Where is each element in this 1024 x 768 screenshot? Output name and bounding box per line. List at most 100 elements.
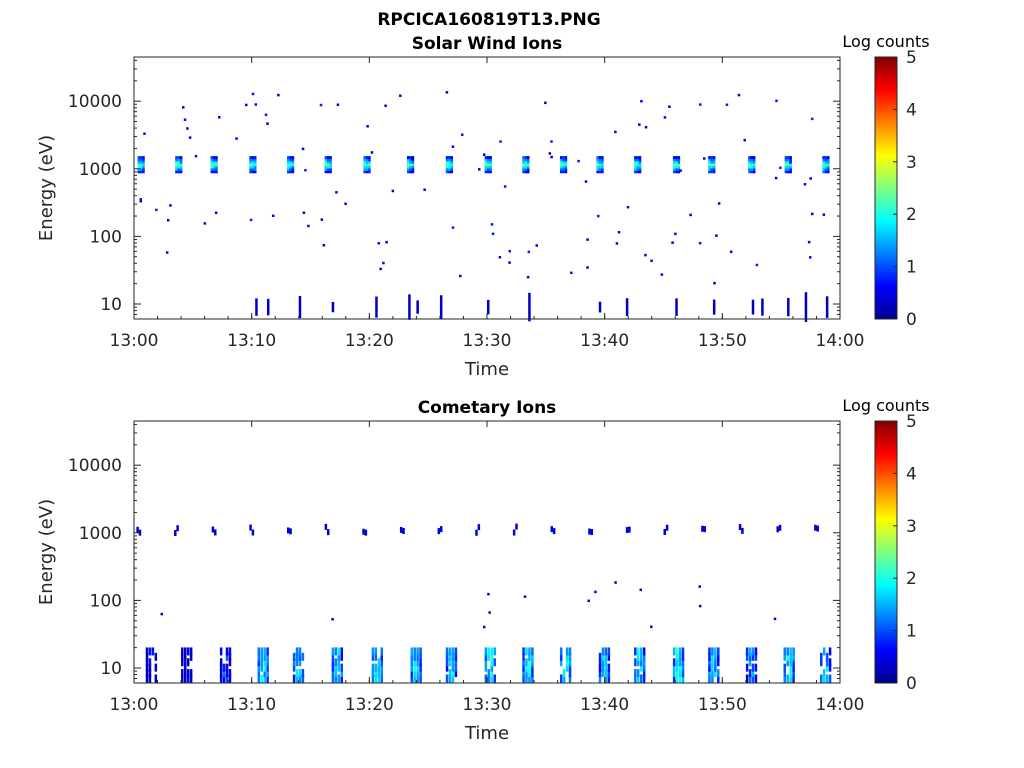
block-cell: [257, 647, 261, 656]
beam-cell: [527, 167, 530, 171]
beam-cell: [179, 158, 183, 162]
beam-cell: [324, 156, 328, 160]
beam-cell: [489, 170, 492, 174]
block-cell: [786, 652, 789, 661]
block-cell: [604, 669, 608, 678]
block-cell: [562, 669, 566, 678]
beam-cell: [406, 170, 410, 174]
beam-cell: [484, 165, 488, 169]
block-cell: [748, 669, 752, 678]
beam-cell: [564, 160, 568, 164]
beam-cell: [598, 156, 602, 160]
beam-cell: [672, 170, 676, 174]
band-cell: [665, 524, 669, 531]
beam-cell: [448, 160, 451, 164]
beam-cell: [677, 165, 681, 169]
beam-cell: [634, 170, 637, 174]
data-cells: [136, 523, 832, 683]
beam-cell: [638, 156, 642, 160]
block-cell: [604, 658, 608, 667]
beam-cell: [748, 156, 751, 160]
block-cell: [711, 652, 714, 661]
block-cell: [380, 652, 384, 661]
beam-cell: [406, 160, 410, 164]
block-cell: [416, 658, 419, 667]
block-cell: [819, 652, 823, 661]
beam-cell: [484, 170, 488, 174]
beam-cell: [326, 167, 330, 171]
beam-cell: [291, 156, 295, 160]
block-cell: [642, 647, 646, 656]
beam-cell: [596, 158, 599, 162]
block-cell: [295, 658, 299, 667]
beam-cell: [448, 170, 451, 174]
noise-cell: [614, 581, 617, 584]
beam-cell: [291, 167, 295, 171]
block-cell: [377, 658, 381, 667]
beam-cell: [827, 165, 830, 169]
beam-cell: [712, 158, 716, 162]
block-cell: [380, 647, 384, 656]
block-cell: [568, 669, 572, 678]
beam-cell: [712, 165, 716, 169]
block-cell: [822, 647, 826, 656]
beam-cell: [559, 165, 563, 169]
block-cell: [681, 647, 685, 656]
beam-cell: [411, 167, 415, 171]
noise-cell: [488, 611, 491, 614]
beam-cell: [210, 158, 213, 162]
beam-cell: [142, 158, 145, 162]
beam-cell: [675, 167, 678, 171]
noise-cell: [626, 205, 630, 209]
block-cell: [222, 674, 226, 683]
beam-cell: [822, 165, 825, 169]
block-cell: [186, 669, 190, 678]
noise-cell: [639, 588, 642, 592]
beam-cell: [596, 165, 599, 169]
block-cell: [714, 669, 717, 678]
block-cell: [145, 658, 149, 667]
block-cell: [228, 674, 232, 683]
block-cell: [559, 652, 563, 661]
band-cell: [628, 526, 631, 533]
colorbar-tick-label: 0: [906, 310, 917, 330]
beam-cell: [564, 156, 568, 160]
band-cell: [176, 525, 179, 532]
block-cell: [263, 674, 266, 683]
band-cell: [214, 529, 217, 536]
beam-cell: [289, 156, 292, 160]
block-cell: [639, 658, 643, 667]
band-cell: [512, 529, 516, 536]
block-cell: [493, 674, 496, 683]
beam-cell: [289, 163, 292, 167]
beam-cell: [175, 165, 178, 169]
block-cell: [219, 669, 223, 678]
block-cell: [374, 652, 378, 661]
block-cell: [295, 674, 299, 683]
block-cell: [228, 652, 232, 661]
beam-cell: [368, 167, 371, 171]
block-cell: [559, 674, 563, 683]
block-cell: [675, 658, 679, 667]
block-cell: [257, 652, 261, 661]
block-cell: [708, 674, 711, 683]
block-cell: [266, 652, 269, 661]
block-cell: [678, 663, 682, 672]
beam-cell: [179, 167, 183, 171]
beam-cell: [601, 156, 604, 160]
band-cell: [778, 524, 782, 531]
block-cell: [260, 647, 263, 656]
beam-cell: [365, 156, 369, 160]
block-cell: [148, 663, 152, 672]
block-cell: [637, 647, 640, 656]
beam-cell: [289, 167, 292, 171]
beam-cell: [215, 170, 218, 174]
noise-cell: [789, 161, 792, 164]
beam-cell: [672, 160, 676, 164]
beam-cell: [524, 158, 528, 162]
band-cell: [550, 526, 554, 533]
block-cell: [745, 652, 749, 661]
noise-cell: [570, 271, 573, 275]
beam-cell: [789, 158, 792, 162]
beam-cell: [524, 163, 528, 167]
